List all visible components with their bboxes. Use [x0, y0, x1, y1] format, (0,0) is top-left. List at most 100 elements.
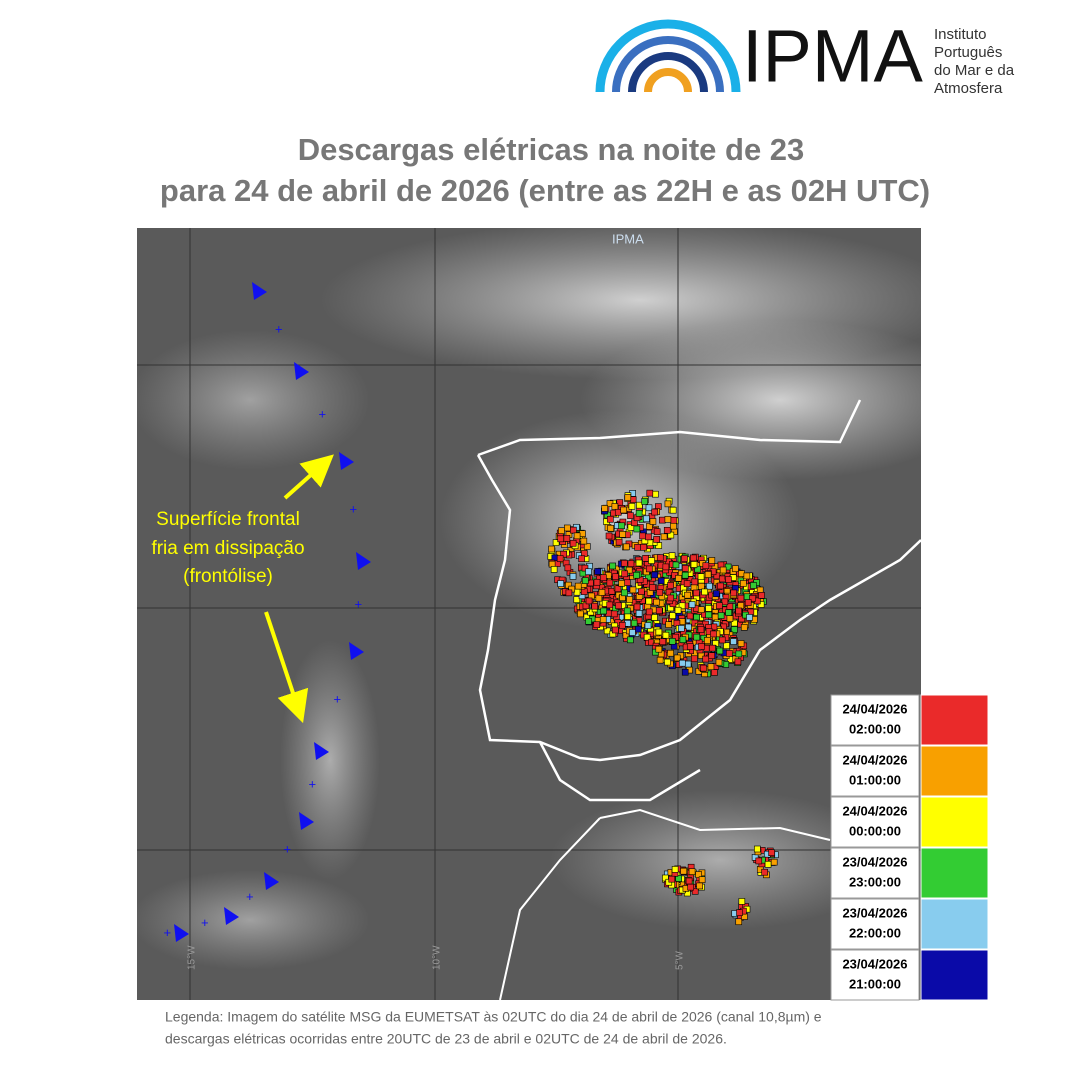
- strike: [607, 515, 614, 523]
- strike: [557, 535, 564, 543]
- strike: [653, 528, 661, 536]
- strike: [698, 876, 706, 883]
- front-cross: +: [334, 691, 342, 706]
- satellite-image: IPMA 15°W 10°W 5°W + + + + + + + + + +: [137, 228, 921, 1000]
- strike: [667, 531, 675, 539]
- strike: [574, 582, 582, 590]
- strike: [625, 566, 633, 574]
- strike: [573, 596, 581, 603]
- strike: [693, 633, 701, 641]
- strike: [698, 582, 705, 590]
- strike: [640, 544, 647, 551]
- strike: [731, 619, 738, 627]
- logo: IPMA Instituto Português do Mar e da Atm…: [595, 15, 1015, 98]
- strike: [700, 664, 707, 672]
- strike: [580, 537, 588, 545]
- strike: [633, 525, 641, 533]
- strike: [726, 615, 734, 622]
- strike: [585, 568, 592, 576]
- annotation-text: Superfície frontal: [156, 509, 300, 530]
- legend-time: 23:00:00: [849, 874, 901, 889]
- strike: [618, 522, 625, 530]
- strike: [707, 663, 715, 671]
- front-cross: +: [309, 776, 317, 791]
- logo-line: Atmosfera: [934, 80, 1003, 97]
- strike: [557, 580, 564, 587]
- strike: [678, 659, 686, 667]
- strike: [635, 510, 643, 517]
- arrow: [283, 454, 334, 500]
- strike: [698, 643, 705, 650]
- annotation: Superfície frontal fria em dissipação (f…: [151, 454, 334, 724]
- strike: [675, 574, 682, 582]
- strike: [681, 555, 688, 562]
- strike: [663, 526, 671, 534]
- strike: [673, 654, 681, 662]
- strike: [657, 577, 665, 585]
- legend-time: 21:00:00: [849, 976, 901, 991]
- strike: [626, 596, 633, 603]
- strike: [746, 614, 753, 621]
- strike: [691, 578, 699, 586]
- strike: [701, 588, 708, 596]
- strike: [717, 612, 725, 619]
- logo-line: do Mar e da: [934, 62, 1015, 79]
- strike: [725, 609, 732, 616]
- strike: [624, 613, 632, 620]
- grid-label: 5°W: [675, 950, 686, 970]
- strike: [668, 875, 676, 883]
- strike: [628, 503, 636, 510]
- strike: [708, 652, 716, 659]
- strike: [664, 500, 672, 508]
- strike: [550, 566, 558, 573]
- grid-label: 10°W: [432, 945, 443, 970]
- strike: [691, 887, 699, 895]
- strike: [612, 573, 619, 580]
- strike: [686, 643, 694, 650]
- strike: [619, 622, 626, 629]
- strike: [674, 606, 682, 614]
- legend-date: 24/04/2026: [842, 701, 907, 716]
- front-triangle: [299, 812, 314, 830]
- front-cross: +: [201, 915, 209, 930]
- strike: [556, 555, 564, 562]
- strike: [629, 629, 636, 636]
- strike: [651, 508, 658, 516]
- strike: [599, 616, 607, 623]
- strike: [667, 649, 674, 657]
- legend-label-box: [830, 796, 920, 848]
- strike: [737, 594, 745, 602]
- strike: [627, 560, 635, 567]
- strike: [649, 518, 657, 525]
- strike: [697, 606, 705, 613]
- strike: [726, 650, 733, 657]
- front-triangle: [224, 907, 239, 925]
- strike: [716, 647, 724, 655]
- strike: [585, 618, 592, 625]
- strike: [735, 650, 743, 658]
- legend-label-box: [830, 949, 920, 1001]
- strike: [678, 602, 686, 610]
- strike: [740, 624, 748, 631]
- strike: [706, 582, 713, 590]
- strike: [721, 598, 729, 606]
- strike: [761, 868, 768, 876]
- strike: [740, 580, 747, 587]
- strike: [705, 611, 712, 619]
- legend-swatch: [920, 694, 989, 746]
- strike: [690, 584, 698, 591]
- strike: [679, 636, 687, 643]
- strike: [715, 658, 723, 666]
- strike: [623, 607, 631, 615]
- strike: [730, 638, 737, 645]
- legend: 24/04/2026 02:00:00 24/04/2026 01:00:00 24/0…: [830, 694, 989, 1001]
- strike: [732, 565, 739, 572]
- strike: [598, 589, 606, 596]
- strike: [669, 506, 677, 514]
- strike: [693, 589, 700, 597]
- strike: [694, 565, 701, 573]
- strike: [656, 554, 664, 561]
- strike: [607, 524, 614, 532]
- strike: [638, 588, 645, 595]
- strike: [585, 597, 593, 605]
